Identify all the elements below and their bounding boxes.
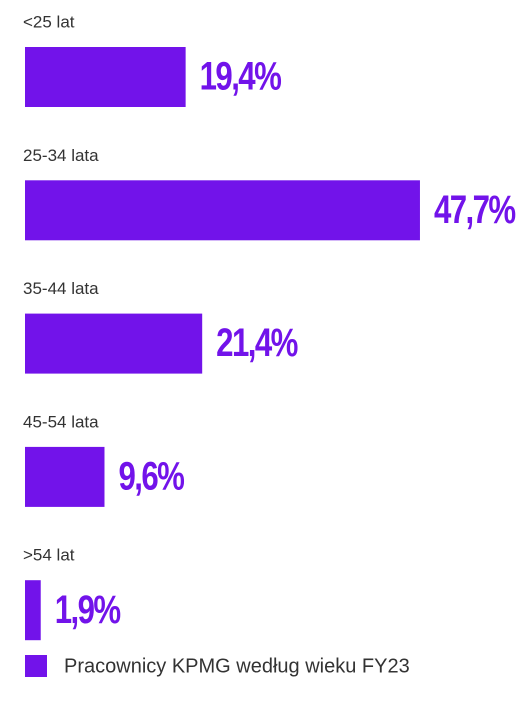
category-label: 25-34 lata xyxy=(23,146,99,165)
value-label: 19,4% xyxy=(200,54,281,99)
bar xyxy=(25,313,203,374)
bar xyxy=(25,580,41,641)
legend-label: Pracownicy KPMG według wieku FY23 xyxy=(64,655,410,677)
bar xyxy=(25,446,105,507)
value-label: 9,6% xyxy=(118,454,184,499)
category-label: >54 lat xyxy=(23,546,75,565)
bar xyxy=(25,180,420,241)
category-label: 45-54 lata xyxy=(23,412,99,431)
legend-swatch xyxy=(25,655,47,677)
value-label: 21,4% xyxy=(216,320,297,365)
value-label: 1,9% xyxy=(55,587,121,632)
category-label: <25 lat xyxy=(23,12,75,31)
category-label: 35-44 lata xyxy=(23,279,99,298)
bar xyxy=(25,47,186,107)
value-label: 47,7% xyxy=(434,187,515,232)
